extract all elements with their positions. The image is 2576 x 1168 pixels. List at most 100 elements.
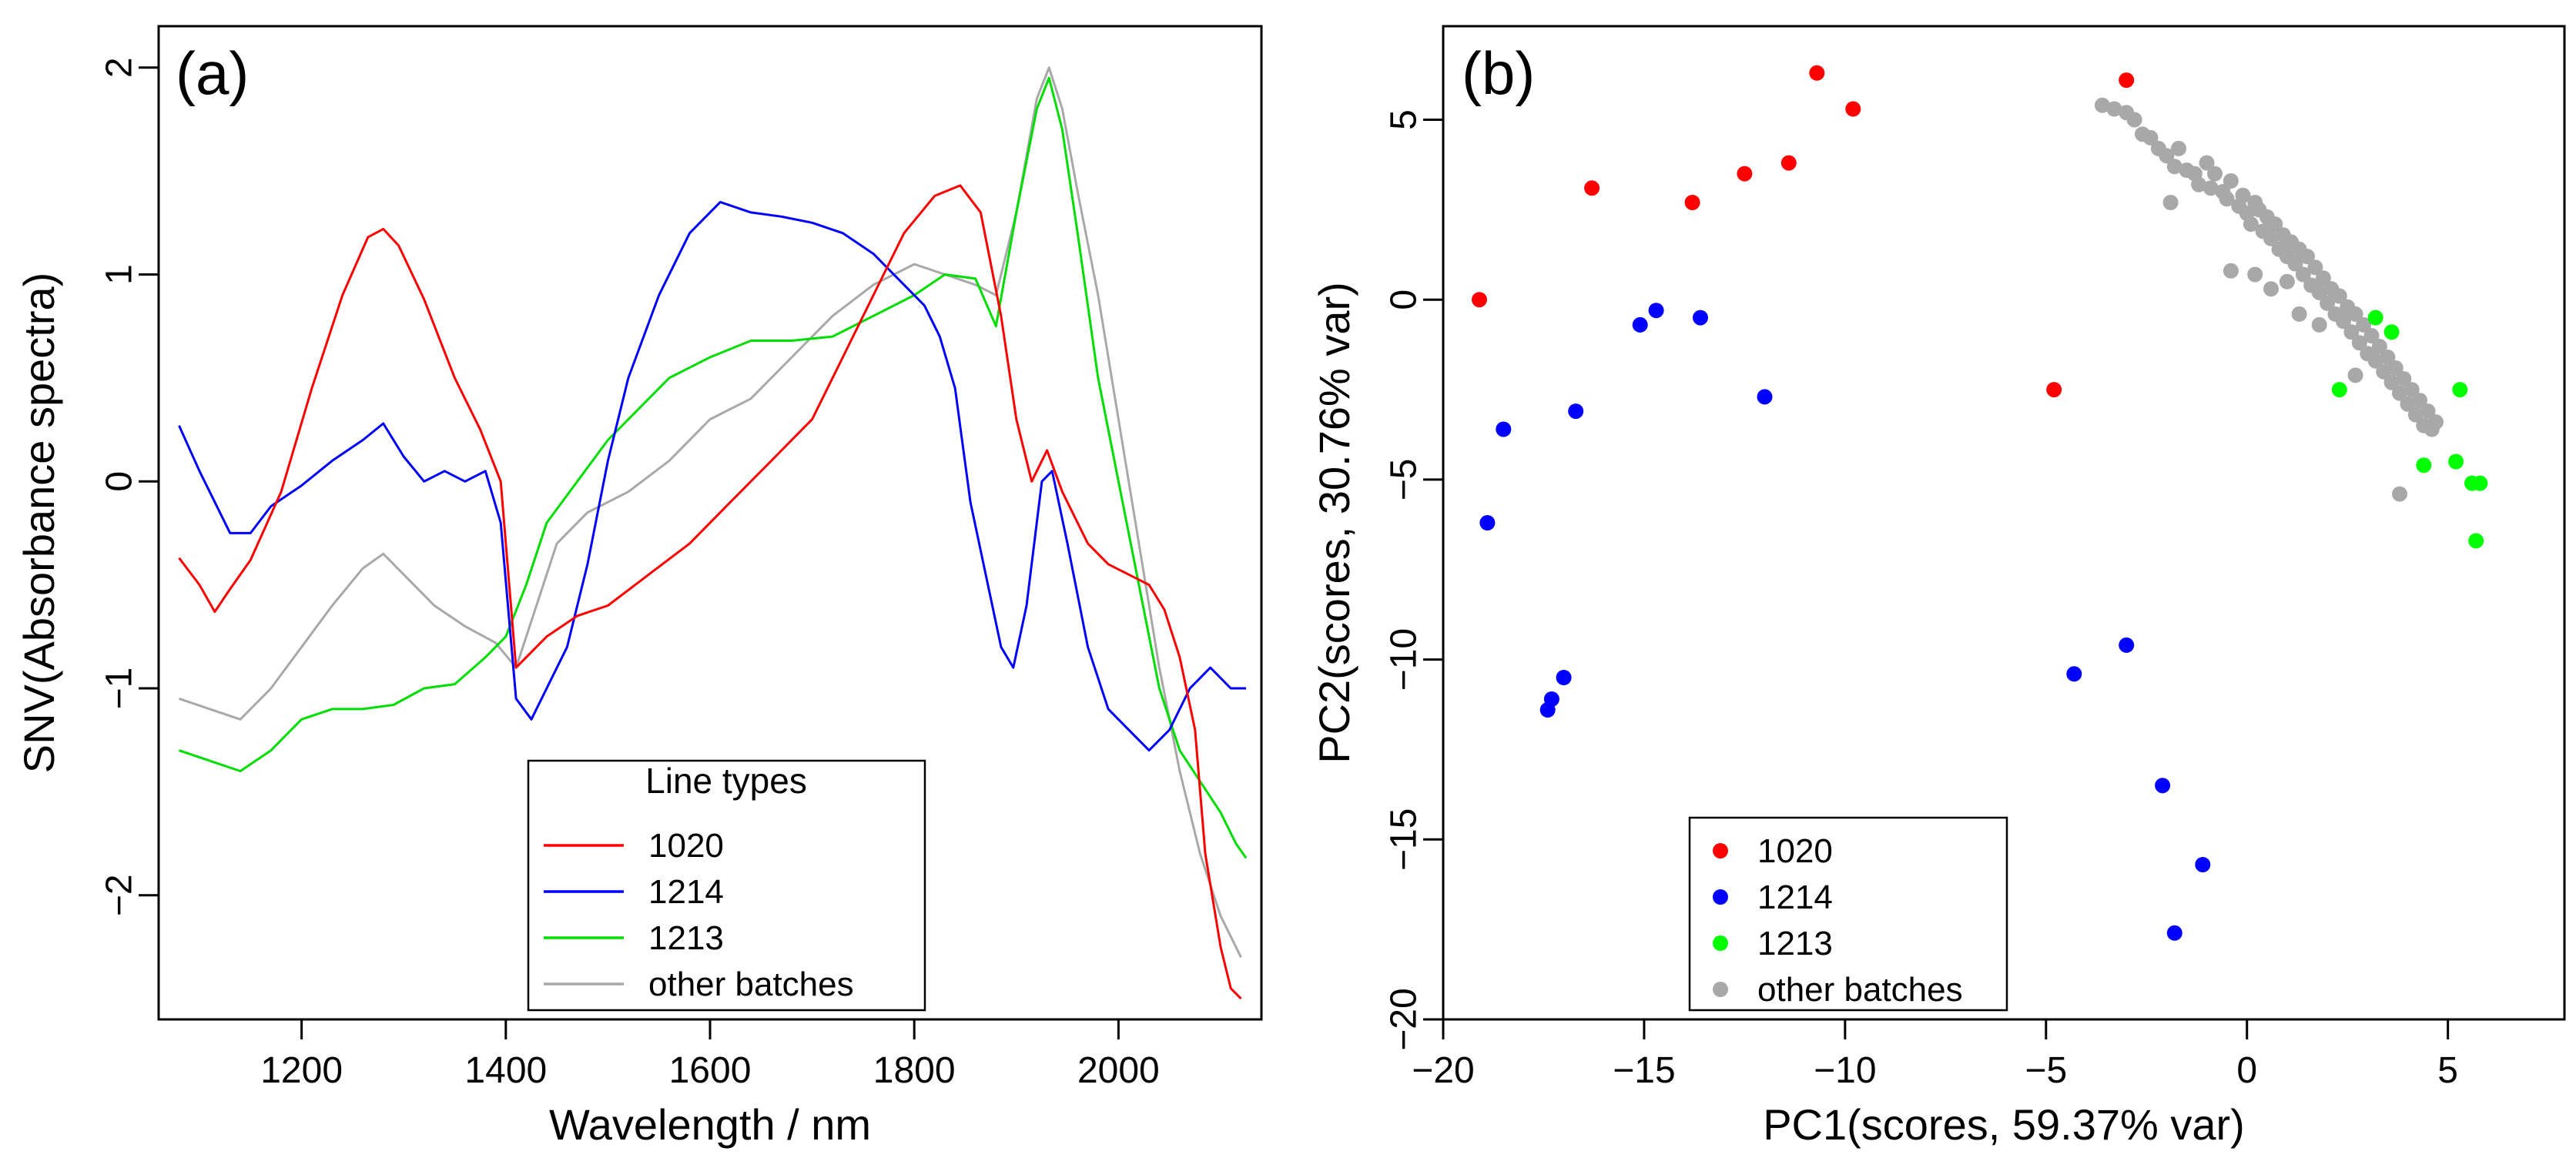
pca-points-group [1472, 65, 2488, 941]
pca-x-tick-label: −15 [1613, 1050, 1675, 1091]
pca-panel-label: (b) [1462, 39, 1535, 107]
scatter-point-other-batches [2166, 159, 2182, 175]
scatter-point-other-batches [2267, 216, 2283, 233]
pca-y-tick-label: 5 [1384, 109, 1425, 130]
scatter-point-1020 [1472, 292, 1487, 308]
scatter-point-1213 [2472, 475, 2488, 491]
pca-legend-marker-1214 [1713, 889, 1728, 905]
pca-x-tick-label: 0 [2236, 1050, 2257, 1091]
scatter-point-1020 [2046, 382, 2062, 398]
spectra-x-axis: 1200 1400 1600 1800 2000 [260, 1018, 1160, 1091]
scatter-point-other-batches [2336, 313, 2351, 330]
scatter-point-other-batches [2291, 306, 2307, 322]
pca-x-tick-label: −5 [2025, 1050, 2067, 1091]
scatter-point-other-batches [2383, 374, 2400, 390]
scatter-point-other-batches [2347, 367, 2363, 383]
pca-x-tick-label: −20 [1412, 1050, 1474, 1091]
scatter-point-other-batches [2295, 266, 2311, 283]
scatter-point-1213 [2468, 533, 2484, 549]
pca-y-axis-title: PC2(scores, 30.76% var) [1310, 282, 1358, 764]
scatter-point-1214 [2119, 637, 2135, 653]
pca-y-tick-label: −10 [1384, 628, 1425, 691]
pca-legend-box [1688, 816, 2008, 1012]
scatter-point-other-batches [2315, 270, 2331, 286]
scatter-point-other-batches [2202, 180, 2219, 196]
pca-legend-label-1214: 1214 [1757, 879, 1833, 916]
scatter-point-1214 [1757, 389, 1773, 405]
scatter-point-other-batches [2420, 403, 2436, 420]
scatter-point-other-batches [2407, 407, 2424, 423]
scatter-point-other-batches [2356, 316, 2372, 333]
spectra-legend-title: Line types [645, 761, 807, 801]
scatter-point-other-batches [2263, 281, 2279, 297]
pca-y-axis: −20 −15 −10 −5 0 5 [1384, 109, 1445, 1051]
scatter-point-other-batches [2428, 414, 2444, 430]
scatter-point-other-batches [2223, 173, 2239, 189]
pca-legend-marker-1213 [1713, 935, 1728, 951]
scatter-point-other-batches [2400, 396, 2416, 412]
spectra-legend: Line types 1020 1214 1213 other batches [527, 759, 926, 1012]
spectra-legend-label-other-batches: other batches [648, 966, 854, 1003]
pca-legend-marker-other-batches [1713, 982, 1728, 997]
scatter-point-1020 [1737, 166, 1753, 182]
spectra-y-axis-title: SNV(Absorbance spectra) [15, 273, 63, 774]
series-line-other-batches [179, 66, 1242, 959]
scatter-point-other-batches [2343, 324, 2360, 340]
scatter-point-other-batches [2243, 216, 2259, 233]
scatter-point-other-batches [2307, 259, 2323, 276]
spectra-x-tick-label: 1200 [260, 1050, 343, 1091]
scatter-point-other-batches [2287, 256, 2303, 272]
spectra-y-tick-label: 0 [99, 471, 140, 492]
spectra-series-group [178, 66, 1248, 1000]
spectra-legend-label-1020: 1020 [648, 827, 724, 865]
scatter-point-other-batches [2207, 166, 2223, 182]
scatter-point-1214 [1568, 403, 1584, 420]
scatter-point-other-batches [2162, 195, 2179, 210]
scatter-point-1214 [1556, 670, 1572, 685]
spectra-y-tick-label: 2 [99, 57, 140, 78]
scatter-point-1214 [1496, 421, 1512, 437]
scatter-point-other-batches [2171, 140, 2186, 156]
spectra-x-axis-title: Wavelength / nm [549, 1100, 871, 1149]
spectra-y-tick-label: 1 [99, 264, 140, 285]
scatter-point-other-batches [2392, 385, 2407, 401]
scatter-point-other-batches [2094, 97, 2110, 113]
pca-y-tick-label: −5 [1384, 459, 1425, 501]
scatter-point-1020 [2119, 72, 2135, 89]
scatter-point-other-batches [2300, 249, 2315, 265]
scatter-point-1214 [1479, 515, 1496, 530]
scatter-point-other-batches [2311, 316, 2327, 333]
series-line-1214 [178, 200, 1247, 752]
scatter-point-other-batches [2347, 306, 2363, 322]
scatter-point-1214 [1632, 316, 1648, 333]
scatter-point-other-batches [2247, 266, 2263, 283]
pca-y-tick-label: −15 [1384, 808, 1425, 871]
spectra-x-tick-label: 1800 [873, 1050, 956, 1091]
spectra-panel-label: (a) [176, 39, 249, 107]
scatter-point-1214 [1648, 303, 1664, 319]
scatter-point-1214 [1693, 310, 1708, 326]
pca-legend-label-1213: 1213 [1757, 925, 1833, 962]
scatter-point-other-batches [2159, 148, 2175, 164]
scatter-point-other-batches [2392, 486, 2407, 502]
scatter-point-other-batches [2331, 288, 2347, 304]
scatter-point-other-batches [2263, 230, 2279, 246]
scatter-point-other-batches [2403, 382, 2420, 398]
scatter-point-other-batches [2191, 176, 2207, 192]
scatter-point-other-batches [2367, 353, 2383, 369]
pca-x-axis: −20 −15 −10 −5 0 5 [1412, 1018, 2458, 1091]
series-line-1020 [178, 184, 1242, 1000]
scatter-point-other-batches [2371, 339, 2387, 354]
pca-x-axis-title: PC1(scores, 59.37% var) [1763, 1100, 2245, 1149]
scatter-point-other-batches [2279, 273, 2295, 289]
scatter-point-other-batches [2380, 350, 2396, 365]
spectra-x-tick-label: 1600 [669, 1050, 752, 1091]
scatter-point-1213 [2448, 453, 2464, 470]
pca-legend-label-other-batches: other batches [1757, 971, 1963, 1009]
scatter-point-1020 [1780, 155, 1797, 171]
scatter-point-1214 [1543, 691, 1559, 707]
scatter-point-1020 [1809, 65, 1825, 81]
scatter-point-other-batches [2320, 295, 2336, 311]
scatter-point-other-batches [2219, 191, 2235, 207]
